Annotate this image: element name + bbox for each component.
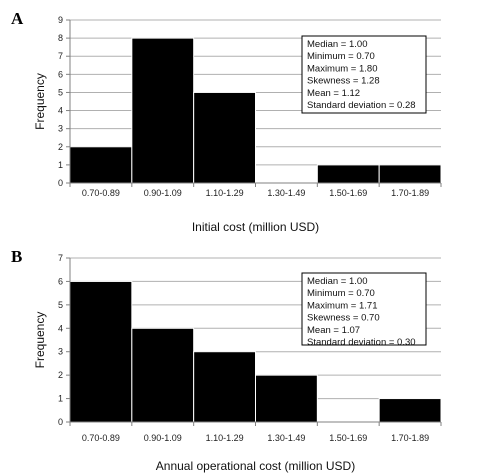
x-tick-label: 1.10-1.29 bbox=[206, 188, 244, 198]
y-tick-label: 8 bbox=[58, 33, 63, 43]
panel-letter: B bbox=[11, 247, 22, 266]
bar-0.70-0.89 bbox=[69, 280, 133, 423]
panel-letter: A bbox=[11, 9, 24, 28]
y-tick-label: 3 bbox=[58, 347, 63, 357]
bar-1.30-1.49 bbox=[255, 374, 318, 423]
stats-line: Maximum = 1.80 bbox=[307, 63, 378, 74]
x-tick-label: 0.70-0.89 bbox=[82, 188, 120, 198]
stats-line: Minimum = 0.70 bbox=[307, 51, 375, 62]
x-tick-label: 1.30-1.49 bbox=[267, 433, 305, 443]
y-tick-label: 0 bbox=[58, 178, 63, 188]
x-tick-label: 0.70-0.89 bbox=[82, 433, 120, 443]
x-axis-title: Initial cost (million USD) bbox=[192, 220, 319, 234]
stats-line: Median = 1.00 bbox=[307, 39, 367, 50]
x-tick-label: 1.70-1.89 bbox=[391, 188, 429, 198]
bar-1.70-1.89 bbox=[378, 398, 442, 423]
bar-0.90-1.09 bbox=[131, 37, 195, 184]
y-tick-label: 4 bbox=[58, 323, 63, 333]
y-tick-label: 1 bbox=[58, 394, 63, 404]
stats-line: Minimum = 0.70 bbox=[307, 288, 375, 299]
x-tick-label: 1.50-1.69 bbox=[329, 188, 367, 198]
y-tick-label: 9 bbox=[58, 15, 63, 25]
y-tick-label: 2 bbox=[58, 370, 63, 380]
x-tick-label: 1.50-1.69 bbox=[329, 433, 367, 443]
stats-box-frame bbox=[301, 35, 427, 114]
bar-0.90-1.09 bbox=[131, 327, 195, 423]
y-tick-label: 1 bbox=[58, 160, 63, 170]
stats-box-frame bbox=[301, 272, 427, 346]
y-tick-label: 4 bbox=[58, 106, 63, 116]
x-tick-label: 0.90-1.09 bbox=[144, 188, 182, 198]
y-tick-label: 2 bbox=[58, 142, 63, 152]
x-tick-label: 1.70-1.89 bbox=[391, 433, 429, 443]
stats-line: Mean = 1.12 bbox=[307, 88, 360, 99]
stats-line: Standard deviation = 0.28 bbox=[307, 100, 416, 111]
bar-1.50-1.69 bbox=[316, 164, 380, 184]
y-tick-label: 7 bbox=[58, 51, 63, 61]
stats-line: Mean = 1.07 bbox=[307, 325, 360, 336]
y-axis-title: Frequency bbox=[33, 312, 47, 369]
x-tick-label: 1.10-1.29 bbox=[206, 433, 244, 443]
x-tick-label: 0.90-1.09 bbox=[144, 433, 182, 443]
bar-1.10-1.29 bbox=[193, 91, 257, 184]
stats-line: Skewness = 0.70 bbox=[307, 313, 380, 324]
y-tick-label: 6 bbox=[58, 69, 63, 79]
panel-b-operational-cost: B 0 1 2 3 4 5 6 7 0.70-0.89 0.90-1.09 1.10-1.29 1.30… bbox=[11, 247, 442, 473]
x-tick-label: 1.30-1.49 bbox=[267, 188, 305, 198]
stats-line: Maximum = 1.71 bbox=[307, 300, 378, 311]
y-tick-label: 5 bbox=[58, 300, 63, 310]
y-tick-label: 6 bbox=[58, 276, 63, 286]
bar-1.70-1.89 bbox=[378, 164, 442, 184]
y-tick-label: 7 bbox=[58, 253, 63, 263]
stats-line: Median = 1.00 bbox=[307, 276, 367, 287]
x-axis-title: Annual operational cost (million USD) bbox=[156, 459, 355, 473]
bar-0.70-0.89 bbox=[69, 146, 133, 184]
y-tick-label: 3 bbox=[58, 124, 63, 134]
stats-line: Standard deviation = 0.30 bbox=[307, 337, 416, 348]
y-tick-label: 0 bbox=[58, 417, 63, 427]
panel-a-initial-cost: A 0 1 2 3 4 5 6 7 8 9 0.70-0.89 0.90-1.09 1.10-1.29 1.… bbox=[11, 9, 442, 234]
y-axis-title: Frequency bbox=[33, 73, 47, 130]
y-tick-label: 5 bbox=[58, 87, 63, 97]
bar-1.10-1.29 bbox=[193, 351, 257, 423]
stats-line: Skewness = 1.28 bbox=[307, 76, 380, 87]
